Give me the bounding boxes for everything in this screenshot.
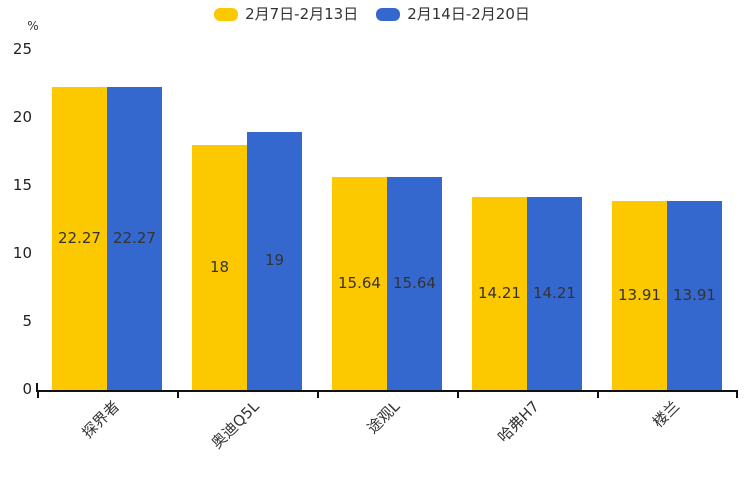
bar-series0-楼兰: 13.91 <box>612 200 667 390</box>
x-axis-tick <box>37 390 39 398</box>
legend-item-1[interactable]: 2月14日-2月20日 <box>376 7 530 22</box>
bar-value-label: 13.91 <box>673 285 716 304</box>
y-axis-tick-label: 15 <box>12 176 32 194</box>
legend-item-label: 2月7日-2月13日 <box>245 5 359 23</box>
x-axis-category-label: 奥迪Q5L <box>208 397 264 453</box>
bar-value-label: 14.21 <box>478 283 521 302</box>
bar-value-label: 22.27 <box>113 229 156 248</box>
y-axis-unit-label: % <box>27 19 39 33</box>
bar-value-label: 14.21 <box>533 283 576 302</box>
y-axis-tick-label: 0 <box>22 380 32 398</box>
bar-series1-途观L: 15.64 <box>387 177 442 390</box>
bar-series1-楼兰: 13.91 <box>667 200 722 390</box>
bar-series1-哈弗H7: 14.21 <box>527 196 582 390</box>
bar-value-label: 13.91 <box>618 285 661 304</box>
y-axis-labels: 0 5 10 15 20 25 <box>0 42 32 397</box>
x-axis-tick <box>317 390 319 398</box>
legend-item-0[interactable]: 2月7日-2月13日 <box>214 7 358 22</box>
bar-value-label: 15.64 <box>393 274 436 293</box>
bar-value-label: 19 <box>264 251 285 270</box>
bar-series0-途观L: 15.64 <box>332 177 387 390</box>
bar-series1-奥迪Q5L: 19 <box>247 131 302 390</box>
y-axis-tick-label: 25 <box>12 40 32 58</box>
x-axis-tick <box>736 390 738 398</box>
y-axis-tick <box>36 383 38 392</box>
legend-swatch-icon <box>214 8 239 21</box>
x-axis-category-label: 楼兰 <box>649 397 684 432</box>
legend-item-label: 2月14日-2月20日 <box>407 5 530 23</box>
x-axis-line <box>37 390 738 392</box>
legend: 2月7日-2月13日 2月14日-2月20日 <box>0 7 744 22</box>
y-axis-tick-label: 10 <box>12 244 32 262</box>
legend-swatch-icon <box>376 8 401 21</box>
x-axis-category-label: 探界者 <box>78 397 124 442</box>
bar-series0-奥迪Q5L: 18 <box>192 145 247 390</box>
bar-series0-探界者: 22.27 <box>52 87 107 390</box>
bar-series1-探界者: 22.27 <box>107 87 162 390</box>
bar-value-label: 18 <box>209 258 230 277</box>
x-axis-tick <box>597 390 599 398</box>
bar-value-label: 15.64 <box>338 274 381 293</box>
bar-series0-哈弗H7: 14.21 <box>472 196 527 390</box>
bar-value-label: 22.27 <box>58 229 101 248</box>
y-axis-tick-label: 20 <box>12 108 32 126</box>
x-axis-tick <box>457 390 459 398</box>
x-axis-category-label: 途观L <box>363 397 404 438</box>
plot-area: 22.27 22.27 探界者 18 19 奥迪Q5L 15.64 15.64 途观L 14.21… <box>36 50 738 452</box>
x-axis-category-label: 哈弗H7 <box>494 397 544 446</box>
x-axis-tick <box>177 390 179 398</box>
y-axis-tick-label: 5 <box>22 312 32 330</box>
